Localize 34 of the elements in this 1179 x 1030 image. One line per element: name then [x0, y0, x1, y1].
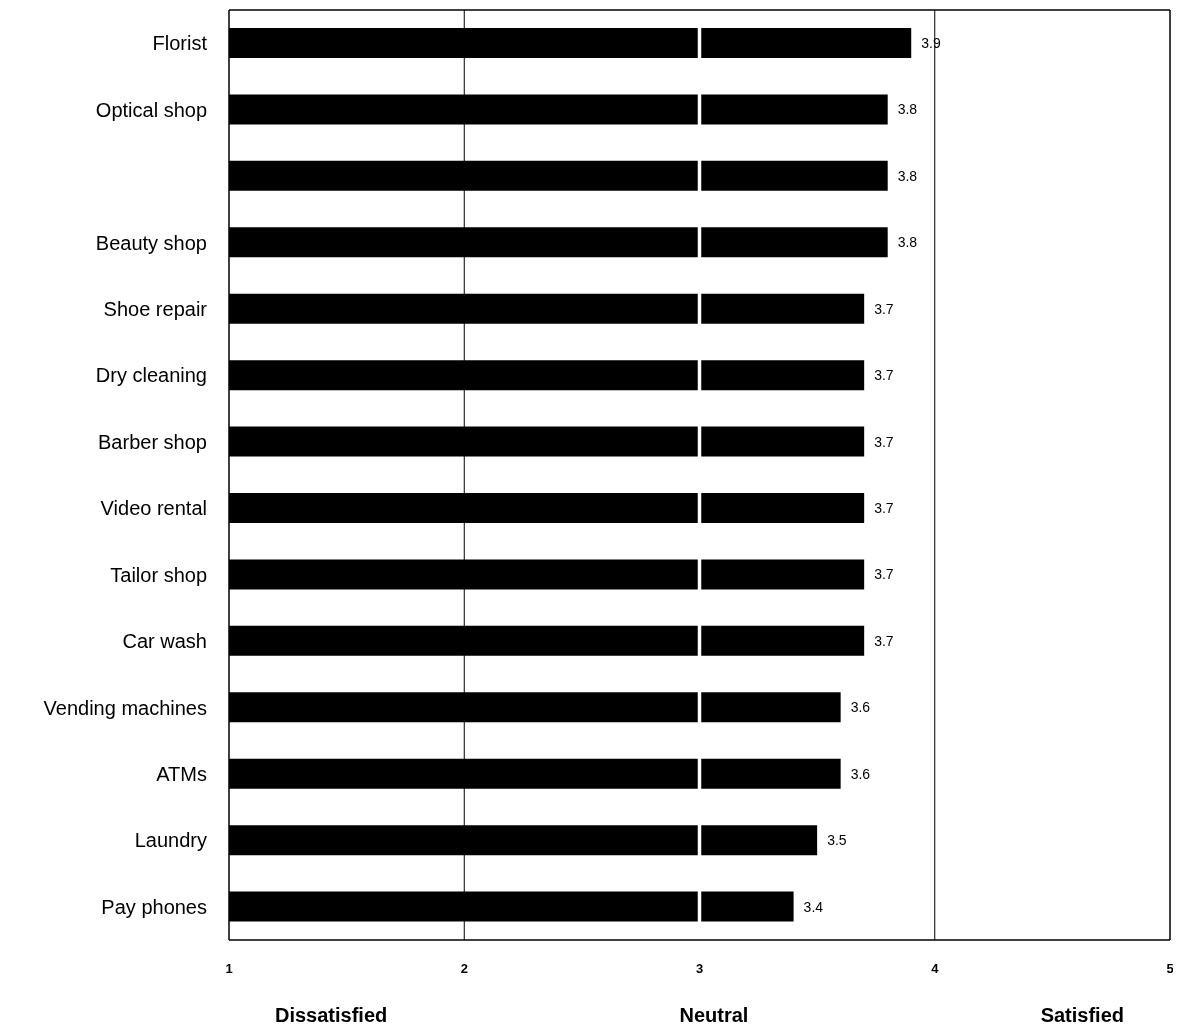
y-tick-label: ATMs — [156, 763, 207, 786]
x-tick-label: 2 — [460, 961, 468, 977]
y-tick-label: Car wash — [122, 630, 207, 653]
data-label: 3.7 — [874, 566, 894, 583]
data-label: 3.7 — [874, 300, 894, 317]
y-tick-label: Video rental — [100, 497, 207, 520]
y-tick-label: Shoe repair — [103, 298, 208, 321]
data-label: 3.4 — [803, 898, 824, 915]
data-label: 3.8 — [897, 234, 918, 251]
data-label: 3.7 — [874, 632, 894, 649]
data-label: 3.8 — [897, 167, 918, 184]
y-tick-label: Optical shop — [95, 98, 207, 121]
y-tick-label: Laundry — [134, 829, 207, 852]
x-tick-label: 4 — [931, 961, 940, 977]
data-label: 3.6 — [850, 765, 871, 782]
data-label: 3.6 — [850, 699, 871, 716]
y-tick-label: Vending machines — [43, 696, 207, 719]
data-label: 3.8 — [897, 101, 918, 118]
text: Neutral — [679, 1004, 749, 1027]
data-label: 3.7 — [874, 499, 894, 516]
y-tick-label: Beauty shop — [95, 231, 207, 254]
data-label: 3.7 — [874, 433, 894, 450]
x-tick-label: 3 — [695, 961, 704, 977]
x-tick-label: 5 — [1166, 961, 1174, 977]
data-label: 3.5 — [827, 832, 847, 849]
text: Dissatisfied — [275, 1004, 388, 1027]
data-label: 3.7 — [874, 367, 894, 384]
y-tick-label: Florist — [152, 32, 208, 55]
x-tick-label: 1 — [225, 961, 233, 977]
text: Satisfied — [1040, 1004, 1124, 1027]
y-tick-label: Dry cleaning — [95, 364, 207, 387]
y-tick-label: Tailor shop — [110, 563, 207, 586]
y-tick-label: Pay phones — [101, 895, 207, 918]
y-tick-label: Barber shop — [98, 430, 207, 453]
